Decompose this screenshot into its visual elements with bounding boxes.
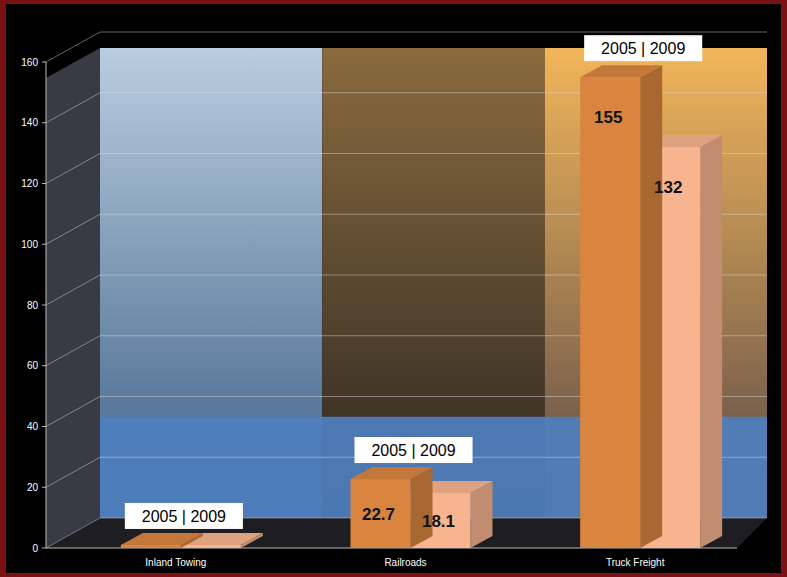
y-axis <box>46 62 47 548</box>
grid-line <box>46 32 100 62</box>
annotation: 2005 | 2009 <box>142 508 226 525</box>
grid-line <box>46 275 100 305</box>
tick-label: 20 <box>27 482 39 493</box>
chart: 0 20 40 60 80 100 120 140 160 2005 | 2009 18.1 22.7… <box>0 0 787 577</box>
grid-line <box>46 93 100 123</box>
side-wall <box>46 48 100 548</box>
bar-side <box>700 135 722 548</box>
bar-front <box>580 77 640 548</box>
grid-line <box>100 92 767 93</box>
tick <box>42 426 46 427</box>
grid <box>46 32 767 548</box>
tick-label: 40 <box>27 421 39 432</box>
bar <box>351 467 433 548</box>
tick <box>42 183 46 184</box>
category-label: Railroads <box>384 557 426 568</box>
bar-side <box>640 65 662 548</box>
tick-label: 60 <box>27 360 39 371</box>
bars <box>121 65 722 548</box>
bar-front <box>121 545 181 548</box>
grid-line <box>46 397 100 427</box>
tick <box>42 244 46 245</box>
tick <box>42 548 46 549</box>
grid-line <box>100 32 767 33</box>
bar-side <box>411 467 433 548</box>
bar <box>580 65 662 548</box>
bar-top <box>121 533 203 545</box>
tick-label: 0 <box>32 543 38 554</box>
tick-label: 80 <box>27 300 39 311</box>
data-label: 155 <box>594 108 622 127</box>
background <box>6 4 781 573</box>
annotation-box <box>584 35 702 61</box>
annotation-box <box>355 437 473 463</box>
tick-label: 140 <box>21 117 38 128</box>
grid-line <box>46 154 100 184</box>
bar-front <box>351 479 411 548</box>
tick <box>42 62 46 63</box>
tick <box>42 487 46 488</box>
tick <box>42 122 46 123</box>
frame <box>0 0 787 577</box>
bar-top <box>351 467 433 479</box>
bar <box>121 533 203 548</box>
tick-label: 120 <box>21 178 38 189</box>
bar-top <box>580 65 662 77</box>
grid-line <box>46 336 100 366</box>
annotation-box <box>125 503 243 529</box>
grid-line <box>46 518 100 548</box>
category-label: Inland Towing <box>145 557 206 568</box>
tick <box>42 305 46 306</box>
grid-line <box>46 214 100 244</box>
data-label: 18.1 <box>422 512 455 531</box>
grid-line <box>46 457 100 487</box>
annotation: 2005 | 2009 <box>601 40 685 57</box>
bar-front <box>181 545 241 548</box>
category-label: Truck Freight <box>606 557 665 568</box>
tick <box>42 365 46 366</box>
tick-label: 100 <box>21 239 38 250</box>
data-label: 132 <box>654 178 682 197</box>
labels: 2005 | 2009 18.1 22.7 2005 | 2009 132 155 2005… <box>125 35 702 530</box>
data-label: 22.7 <box>362 505 395 524</box>
tick-label: 160 <box>21 57 38 68</box>
annotation: 2005 | 2009 <box>371 442 455 459</box>
